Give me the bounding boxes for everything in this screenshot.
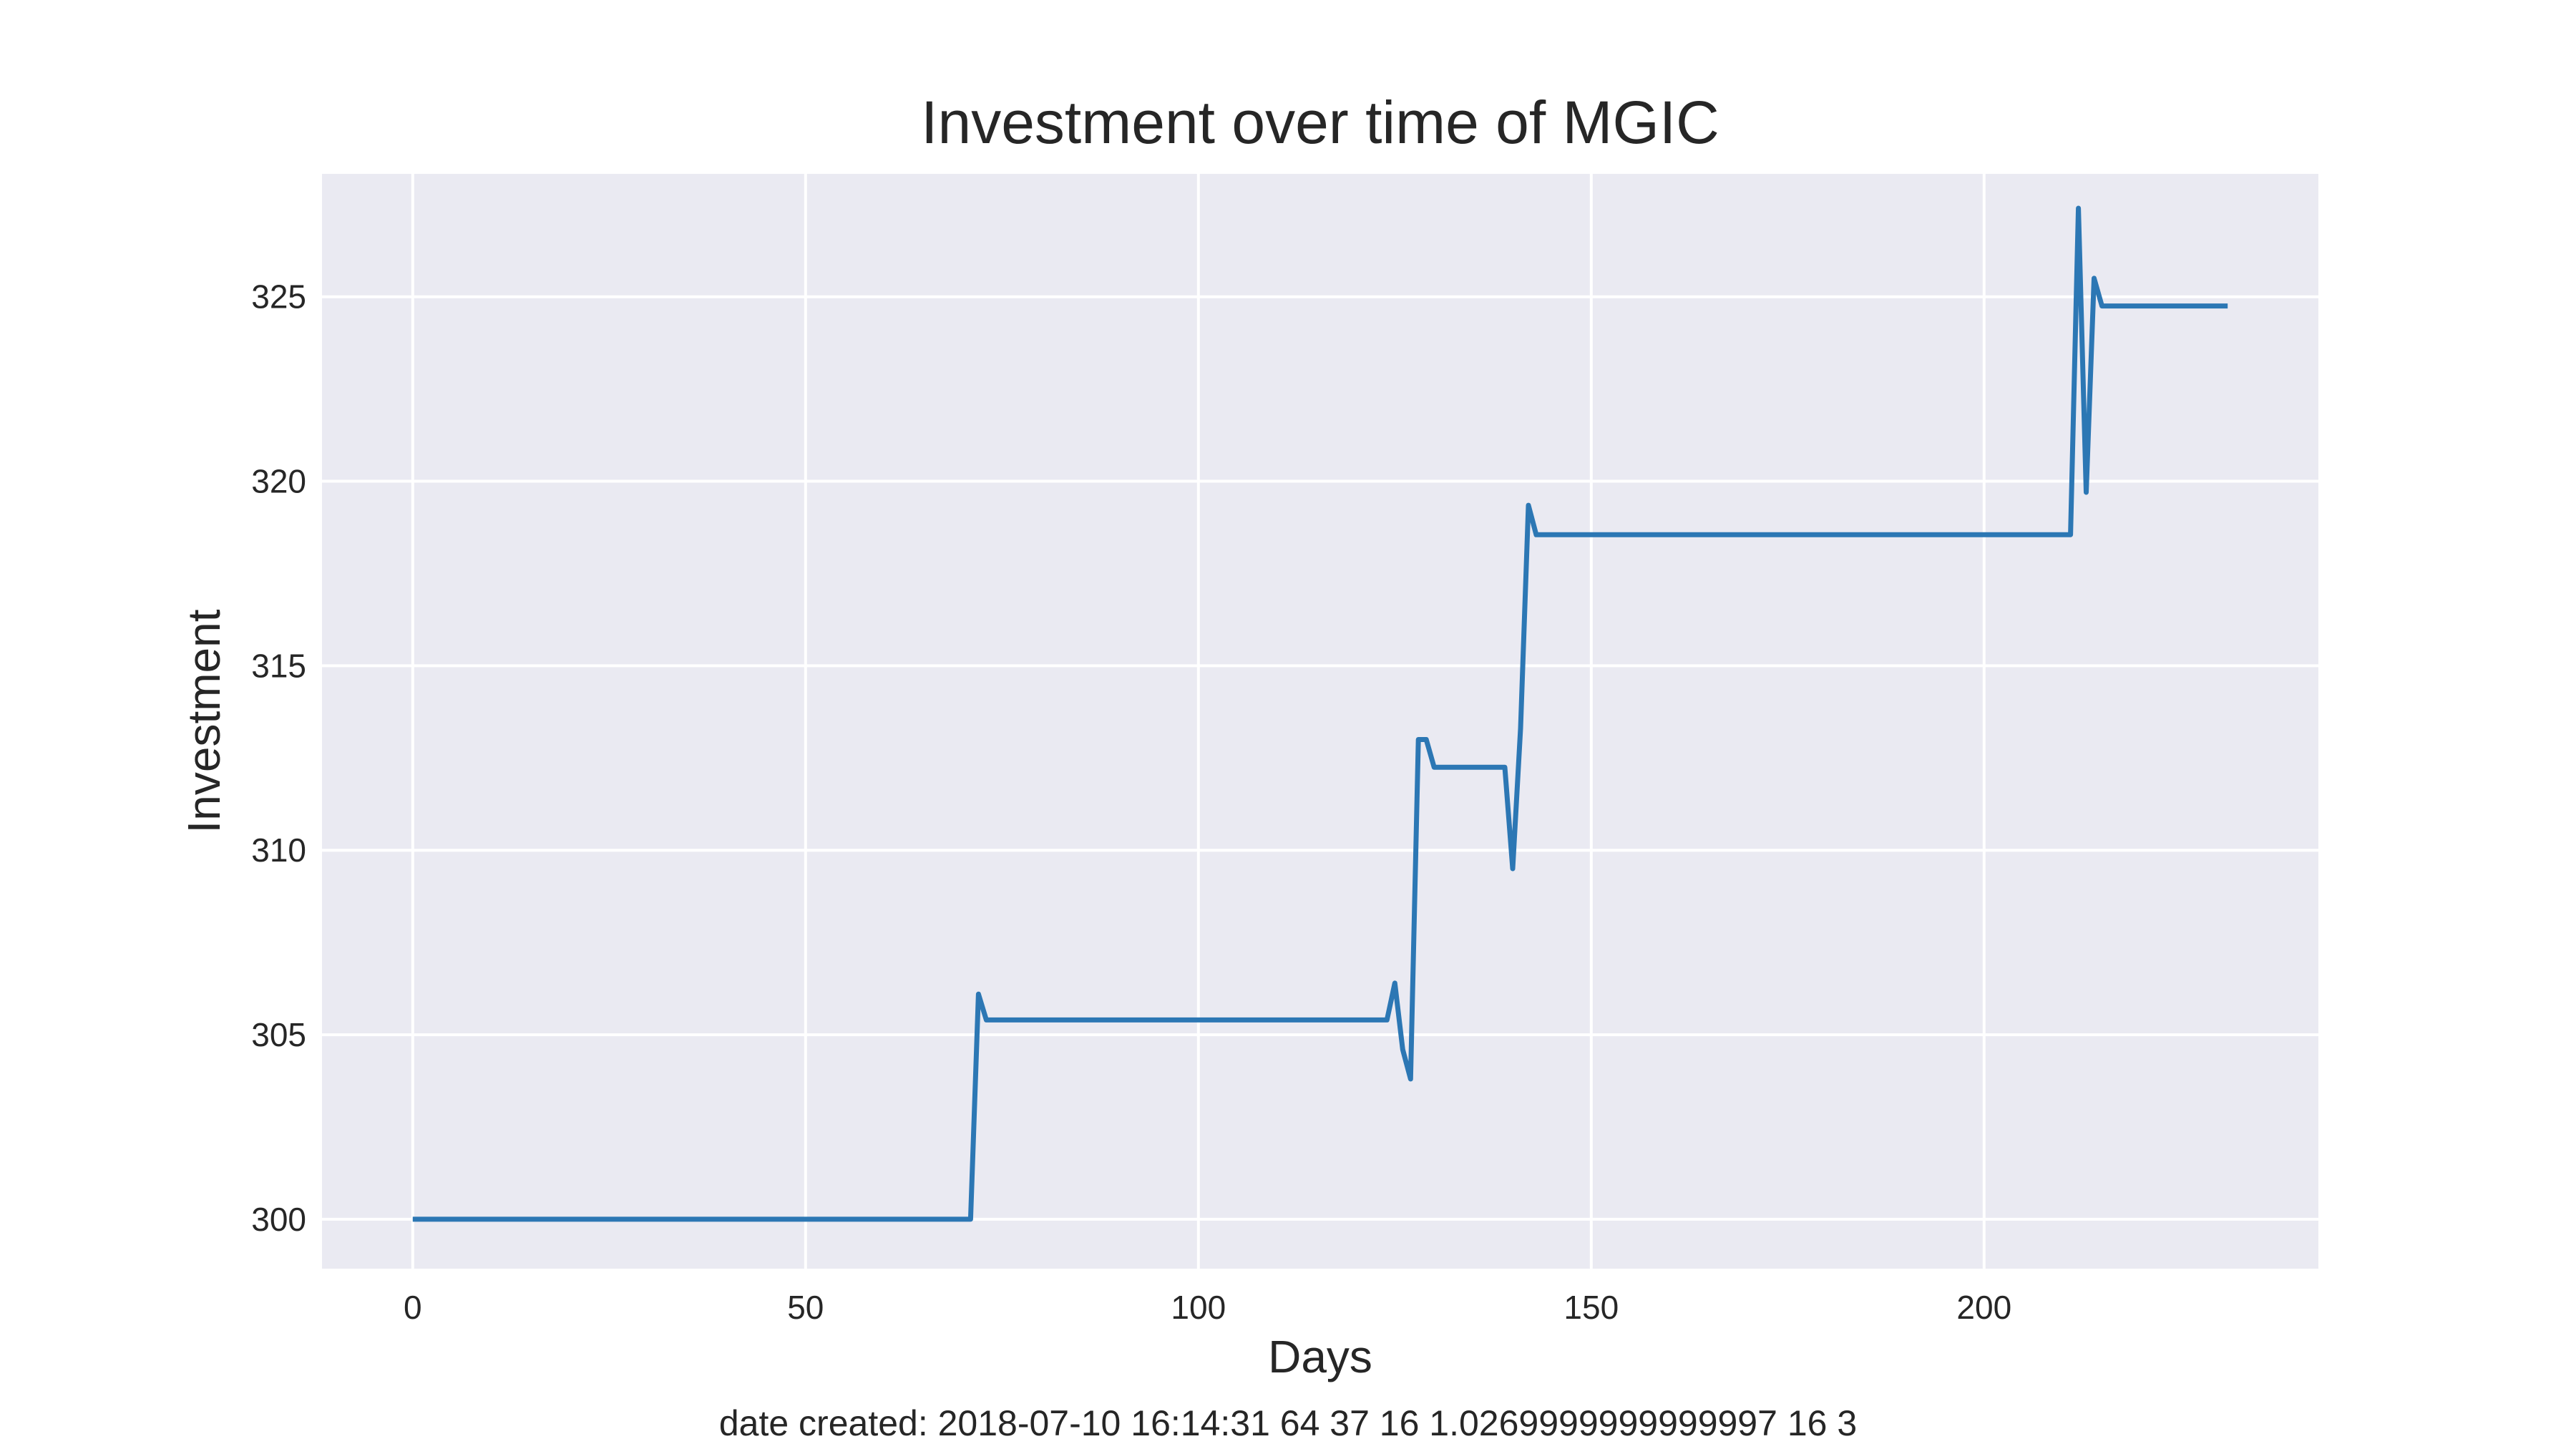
y-axis-label: Investment [178,609,230,833]
plot-area [322,174,2318,1269]
x-axis-label: Days [1268,1331,1372,1382]
chart-title: Investment over time of MGIC [921,89,1719,156]
series-layer [412,205,2228,1222]
x-tick-label: 50 [787,1289,824,1326]
x-tick-label: 0 [404,1289,422,1326]
y-tick-label: 315 [251,647,306,684]
y-tick-labels: 300 305 310 315 320 325 [251,278,306,1238]
footer-caption: date created: 2018-07-10 16:14:31 64 37 … [718,1403,1858,1443]
series-line [412,205,2228,1222]
y-tick-label: 300 [251,1201,306,1238]
y-tick-label: 310 [251,831,306,869]
x-tick-label: 100 [1171,1289,1226,1326]
x-tick-label: 200 [1956,1289,2011,1326]
y-tick-label: 325 [251,278,306,316]
y-tick-label: 305 [251,1016,306,1053]
x-tick-label: 150 [1563,1289,1619,1326]
x-tick-labels: 0 50 100 150 200 [404,1289,2011,1326]
y-tick-label: 320 [251,463,306,500]
